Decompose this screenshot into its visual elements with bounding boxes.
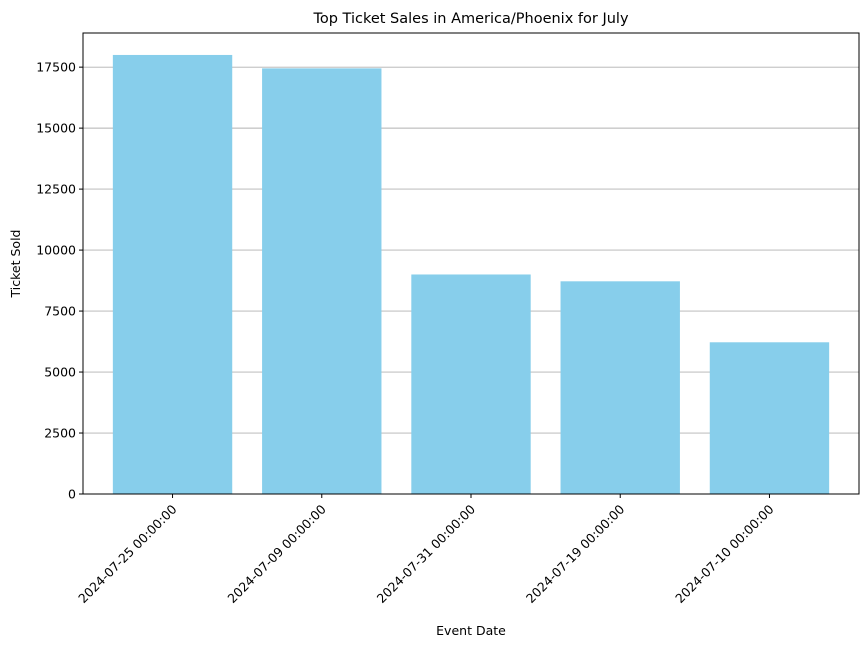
y-tick-label: 17500 (36, 60, 76, 75)
y-tick-label: 2500 (44, 426, 76, 441)
chart-title: Top Ticket Sales in America/Phoenix for … (312, 11, 628, 27)
x-tick-label: 2024-07-19 00:00:00 (523, 501, 628, 606)
x-axis-label: Event Date (436, 623, 506, 638)
y-tick-label: 15000 (36, 121, 76, 136)
x-tick-label: 2024-07-09 00:00:00 (224, 501, 329, 606)
y-tick-label: 5000 (44, 365, 76, 380)
y-ticks: 0 2500 5000 7500 10000 12500 15000 17500 (36, 60, 83, 502)
y-tick-label: 12500 (36, 182, 76, 197)
y-tick-label: 0 (68, 487, 76, 502)
bars (112, 54, 830, 494)
y-tick-label: 7500 (44, 304, 76, 319)
y-tick-label: 10000 (36, 243, 76, 258)
bar (560, 281, 680, 494)
bar (709, 342, 830, 494)
bar (262, 68, 382, 494)
bar (112, 54, 233, 494)
x-tick-label: 2024-07-10 00:00:00 (672, 501, 777, 606)
y-axis-label: Ticket Sold (8, 230, 23, 299)
x-ticks: 2024-07-25 00:00:00 2024-07-09 00:00:00 20… (75, 494, 777, 606)
x-tick-label: 2024-07-31 00:00:00 (374, 501, 479, 606)
bar (411, 274, 531, 494)
x-tick-label: 2024-07-25 00:00:00 (75, 501, 180, 606)
